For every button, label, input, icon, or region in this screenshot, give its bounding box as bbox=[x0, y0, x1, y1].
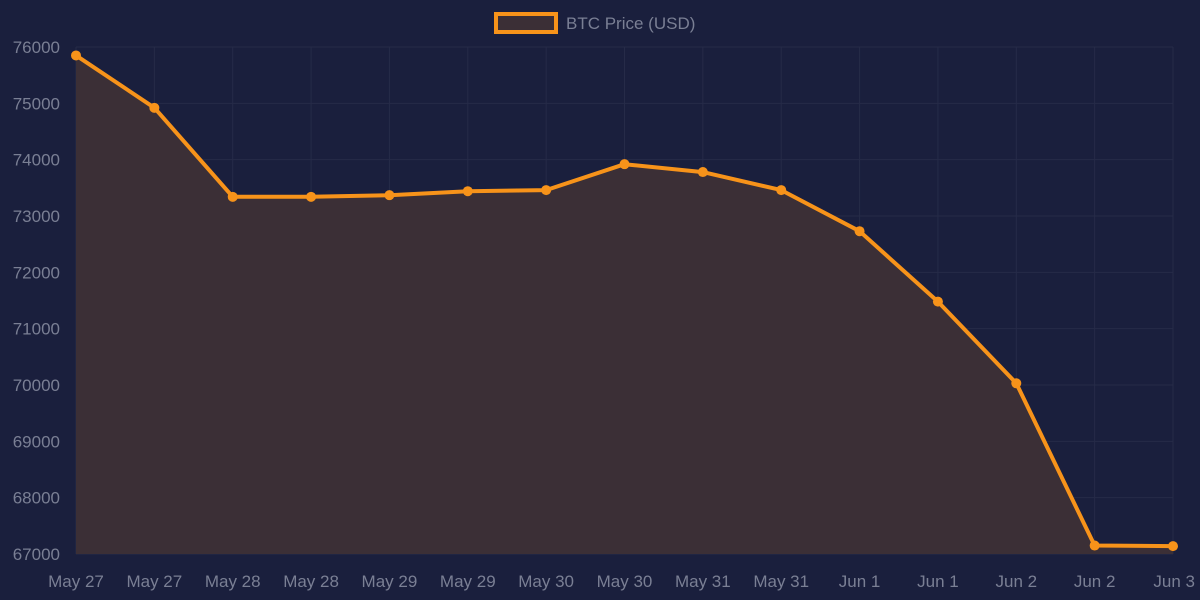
y-tick-label: 69000 bbox=[13, 432, 60, 451]
legend-label[interactable]: BTC Price (USD) bbox=[566, 14, 695, 33]
data-point[interactable] bbox=[619, 159, 630, 170]
y-tick-label: 74000 bbox=[13, 151, 60, 170]
y-tick-label: 75000 bbox=[13, 94, 60, 113]
x-tick-label: Jun 2 bbox=[995, 572, 1037, 591]
x-tick-label: May 29 bbox=[440, 572, 496, 591]
data-point[interactable] bbox=[1011, 378, 1022, 389]
y-tick-label: 70000 bbox=[13, 376, 60, 395]
data-point[interactable] bbox=[306, 191, 317, 202]
x-axis-tick-labels: May 27 May 27 May 28 May 28 May 29 May 29 May … bbox=[48, 572, 1195, 591]
data-point[interactable] bbox=[462, 186, 473, 197]
data-point[interactable] bbox=[854, 226, 865, 237]
x-tick-label: Jun 2 bbox=[1074, 572, 1116, 591]
x-tick-label: May 31 bbox=[675, 572, 731, 591]
data-point[interactable] bbox=[227, 191, 238, 202]
data-point[interactable] bbox=[1168, 541, 1178, 552]
data-point[interactable] bbox=[697, 167, 708, 178]
data-point[interactable] bbox=[71, 50, 81, 61]
y-tick-label: 73000 bbox=[13, 207, 60, 226]
data-point[interactable] bbox=[776, 185, 787, 196]
y-tick-label: 71000 bbox=[13, 320, 60, 339]
x-tick-label: May 27 bbox=[126, 572, 182, 591]
x-tick-label: May 29 bbox=[362, 572, 418, 591]
data-point[interactable] bbox=[149, 102, 160, 113]
x-tick-label: Jun 3 bbox=[1153, 572, 1195, 591]
x-tick-label: May 31 bbox=[753, 572, 809, 591]
x-tick-label: May 28 bbox=[205, 572, 261, 591]
data-point[interactable] bbox=[384, 190, 395, 201]
x-tick-label: Jun 1 bbox=[839, 572, 881, 591]
price-area-fill bbox=[76, 55, 1173, 555]
y-tick-label: 72000 bbox=[13, 263, 60, 282]
y-tick-label: 68000 bbox=[13, 489, 60, 508]
x-tick-label: May 27 bbox=[48, 572, 104, 591]
data-points bbox=[71, 50, 1178, 552]
y-axis-tick-labels: 76000 75000 74000 73000 72000 71000 70000 69000… bbox=[13, 38, 60, 564]
x-tick-label: May 28 bbox=[283, 572, 339, 591]
x-tick-label: May 30 bbox=[597, 572, 653, 591]
x-tick-label: Jun 1 bbox=[917, 572, 959, 591]
data-point[interactable] bbox=[1089, 540, 1100, 551]
data-point[interactable] bbox=[932, 296, 943, 307]
data-point[interactable] bbox=[541, 185, 552, 196]
x-tick-label: May 30 bbox=[518, 572, 574, 591]
legend-swatch[interactable] bbox=[494, 12, 558, 34]
y-tick-label: 76000 bbox=[13, 38, 60, 57]
y-tick-label: 67000 bbox=[13, 545, 60, 564]
legend[interactable]: BTC Price (USD) bbox=[494, 12, 695, 34]
